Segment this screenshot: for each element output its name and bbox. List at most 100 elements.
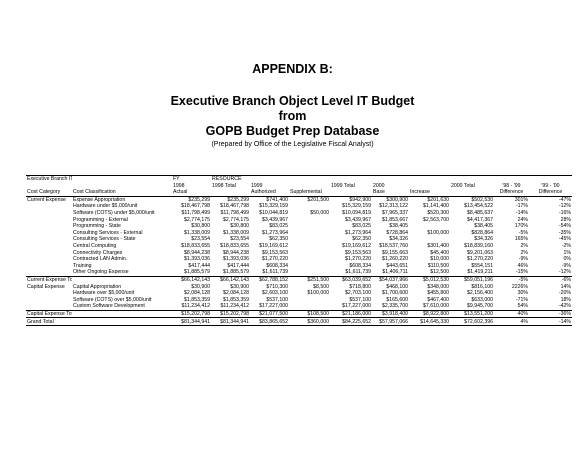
table-cell: Other Ongoing Expense: [73, 269, 129, 276]
table-cell: $1,885,579: [223, 269, 249, 276]
table-cell: [72, 183, 172, 190]
table-cell: $83,025: [269, 223, 288, 230]
table-cell: $108,500: [289, 309, 330, 318]
table-cell: [26, 183, 72, 190]
table-cell: $63,039,652: [330, 275, 372, 284]
table-cell: $1,273,964: [345, 229, 371, 236]
table-cell: $1,393,036: [223, 256, 249, 263]
table-cell: Base: [372, 189, 409, 197]
table-cell: -12%: [558, 203, 571, 210]
table-cell: [289, 230, 330, 237]
table-cell: [450, 174, 494, 183]
table-cell: 18%: [560, 296, 571, 303]
table-row: Capital Expense Capital Appropriation $30,…: [26, 284, 572, 291]
table-cell: -5%: [518, 229, 528, 236]
table-cell: $84,225,652: [330, 317, 372, 327]
table-cell: $710,300: [266, 283, 288, 290]
table-cell: 46%: [517, 262, 528, 269]
table-cell: 301%: [514, 196, 528, 203]
table-cell: [289, 223, 330, 230]
table-cell: [72, 309, 172, 318]
report-note: (Prepared by Office of the Legislative F…: [211, 141, 374, 148]
table-cell: $13,551,200: [450, 309, 494, 318]
table-row: Programming - State $30,800 $30,800 $83,025…: [26, 223, 572, 230]
table-cell: -47%: [558, 196, 571, 203]
table-cell: $718,800: [349, 283, 371, 290]
report-database: GOPB Budget Prep Database: [205, 124, 380, 138]
table-cell: RESOURCE: [211, 174, 250, 183]
table-cell: $62,350: [269, 236, 288, 243]
table-cell: $1,611,739: [345, 269, 371, 276]
table-cell: [72, 317, 172, 327]
table-cell: $38,405: [389, 223, 408, 230]
table-cell: $81,344,941: [211, 317, 250, 327]
table-cell: $537,100: [349, 296, 371, 303]
table-cell: $301,400: [427, 242, 449, 249]
table-cell: 2000: [373, 182, 385, 189]
table-cell: $18,467,798: [181, 203, 210, 210]
table-cell: [450, 189, 494, 197]
table-row: Training $417,444 $417,444 $608,334 $608,334…: [26, 263, 572, 270]
table-cell: [409, 183, 450, 190]
table-cell: $520,300: [427, 210, 449, 217]
table-cell: 2000 Total: [451, 182, 475, 189]
table-cell: [330, 174, 372, 183]
table-row: Programming - External $2,774,175 $2,774,1…: [26, 217, 572, 224]
table-cell: [26, 230, 72, 237]
table-cell: Software (COTS) under $5,000/unit: [73, 210, 155, 217]
table-cell: $235,299: [188, 196, 210, 203]
table-cell: $81,344,941: [172, 317, 211, 327]
table-cell: $1,853,667: [382, 216, 408, 223]
table-cell: $348,000: [427, 283, 449, 290]
table-row: Current Expense Expense Appropriation $235…: [26, 196, 572, 203]
table-cell: $21,077,500: [250, 309, 289, 318]
table-row: Hardware under $5,000/unit $18,467,798 $18…: [26, 203, 572, 210]
table-cell: $360,000: [289, 317, 330, 327]
table-cell: $50,000: [310, 210, 329, 217]
table-cell: $8,485,637: [467, 210, 493, 217]
table-cell: $608,334: [266, 262, 288, 269]
table-cell: [72, 275, 172, 284]
table-cell: Hardware over $5,000/unit: [73, 290, 135, 297]
table-cell: $8,944,238: [223, 249, 249, 256]
table-cell: [289, 303, 330, 310]
table-total-row: Capital Expense Total $15,202,798$15,202,…: [26, 309, 572, 318]
table-cell: $2,774,175: [184, 216, 210, 223]
table-cell: -42%: [558, 303, 571, 310]
table-cell: [289, 243, 330, 250]
table-cell: Consulting Services - State: [73, 236, 136, 243]
table-cell: $11,234,412: [181, 303, 210, 310]
table-cell: $18,833,655: [181, 242, 210, 249]
table-cell: 170%: [514, 223, 528, 230]
table-cell: $54,037,966: [372, 275, 409, 284]
table-cell: -5%: [494, 275, 529, 284]
table-cell: [26, 223, 72, 230]
table-cell: 4%: [494, 317, 529, 327]
table-cell: 0%: [563, 256, 572, 263]
table-cell: $110,500: [427, 262, 449, 269]
table-cell: $100,000: [427, 229, 449, 236]
table-cell: $23,554: [191, 236, 210, 243]
table-cell: $1,853,359: [223, 296, 249, 303]
table-cell: $15,202,798: [211, 309, 250, 318]
table-cell: Increase: [409, 189, 450, 197]
table-cell: $19,169,612: [342, 242, 371, 249]
table-cell: [26, 297, 72, 304]
table-cell: Custom Software Development: [73, 303, 145, 310]
table-cell: -36%: [529, 309, 572, 318]
table-cell: Cost Category: [26, 189, 72, 197]
table-cell: [26, 203, 72, 210]
table-cell: -9%: [561, 262, 571, 269]
table-cell: $300,900: [386, 196, 408, 203]
appendix-heading: APPENDIX B:: [252, 62, 333, 76]
table-cell: 2%: [520, 249, 529, 256]
table-cell: $23,554: [230, 236, 249, 243]
table-cell: $21,186,000: [330, 309, 372, 318]
table-cell: $554,151: [471, 262, 493, 269]
table-cell: [26, 303, 72, 310]
table-row: Contracted LAN Admin. $1,393,036 $1,393,03…: [26, 256, 572, 263]
table-cell: $30,900: [191, 283, 210, 290]
table-row: Hardware over $5,000/unit $2,084,128 $2,08…: [26, 290, 572, 297]
table-cell: $1,270,220: [345, 256, 371, 263]
